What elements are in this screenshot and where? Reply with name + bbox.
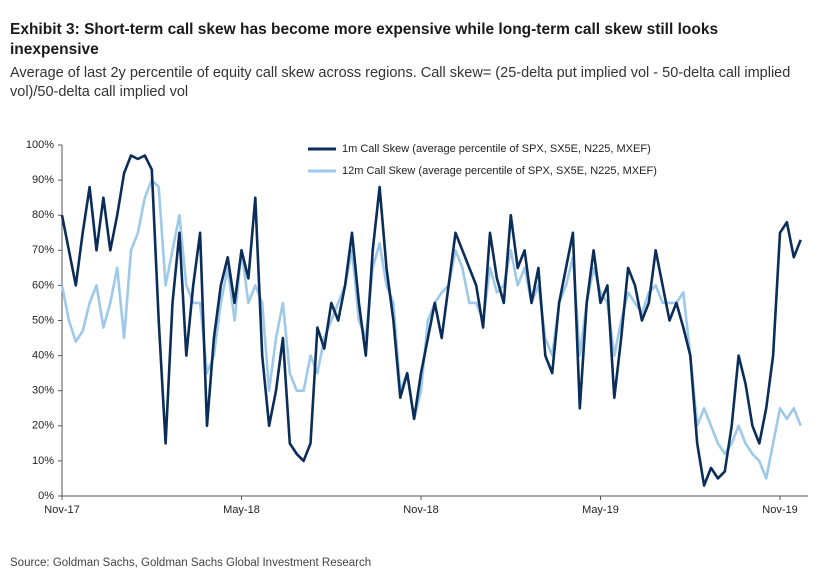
y-tick-label: 30% (32, 385, 54, 397)
x-tick-label: Nov-17 (44, 504, 79, 516)
y-tick-label: 20% (32, 420, 54, 432)
source-note: Source: Goldman Sachs, Goldman Sachs Glo… (10, 557, 372, 569)
x-tick-label: Nov-19 (762, 504, 797, 516)
series-line (60, 178, 802, 480)
y-tick-label: 100% (26, 139, 54, 151)
y-tick-label: 90% (32, 174, 54, 186)
y-tick-label: 40% (32, 350, 54, 362)
y-tick-label: 0% (38, 490, 54, 502)
y-tick-label: 10% (32, 455, 54, 467)
y-tick-label: 80% (32, 209, 54, 221)
x-tick-label: Nov-18 (403, 504, 438, 516)
x-tick-label: May-18 (223, 504, 260, 516)
y-tick-label: 60% (32, 279, 54, 291)
legend-label: 1m Call Skew (average percentile of SPX,… (342, 143, 651, 155)
y-tick-label: 50% (32, 314, 54, 326)
chart-title: Exhibit 3: Short-term call skew has beco… (10, 21, 719, 58)
legend-label: 12m Call Skew (average percentile of SPX… (342, 165, 657, 177)
series-line (60, 154, 802, 487)
chart-subtitle: Average of last 2y percentile of equity … (10, 65, 791, 100)
y-tick-label: 70% (32, 244, 54, 256)
x-tick-label: May-19 (582, 504, 619, 516)
